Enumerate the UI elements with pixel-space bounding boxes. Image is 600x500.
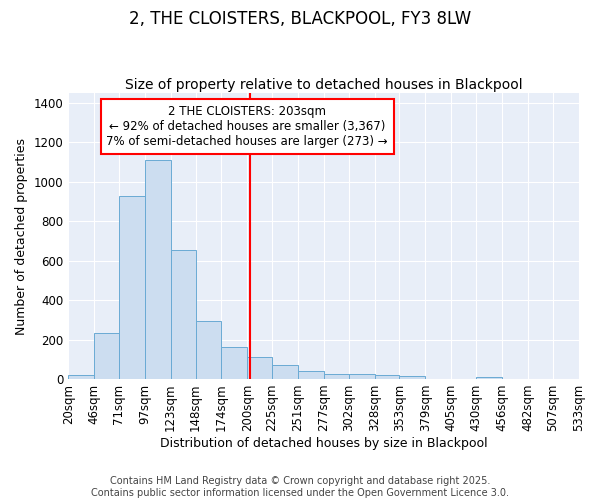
Bar [476, 377, 502, 379]
Bar [196, 321, 221, 379]
Text: Contains HM Land Registry data © Crown copyright and database right 2025.
Contai: Contains HM Land Registry data © Crown c… [91, 476, 509, 498]
Bar [68, 376, 94, 379]
Bar [247, 357, 272, 379]
Y-axis label: Number of detached properties: Number of detached properties [15, 138, 28, 334]
Bar [324, 374, 349, 379]
Bar [400, 376, 425, 379]
Text: 2 THE CLOISTERS: 203sqm
← 92% of detached houses are smaller (3,367)
7% of semi-: 2 THE CLOISTERS: 203sqm ← 92% of detache… [106, 105, 388, 148]
Bar [272, 365, 298, 379]
Bar [349, 374, 374, 379]
Bar [119, 196, 145, 379]
Bar [94, 333, 119, 379]
Bar [145, 160, 170, 379]
X-axis label: Distribution of detached houses by size in Blackpool: Distribution of detached houses by size … [160, 437, 487, 450]
Text: 2, THE CLOISTERS, BLACKPOOL, FY3 8LW: 2, THE CLOISTERS, BLACKPOOL, FY3 8LW [129, 10, 471, 28]
Bar [298, 371, 324, 379]
Title: Size of property relative to detached houses in Blackpool: Size of property relative to detached ho… [125, 78, 522, 92]
Bar [170, 250, 196, 379]
Bar [374, 375, 400, 379]
Bar [221, 348, 247, 379]
